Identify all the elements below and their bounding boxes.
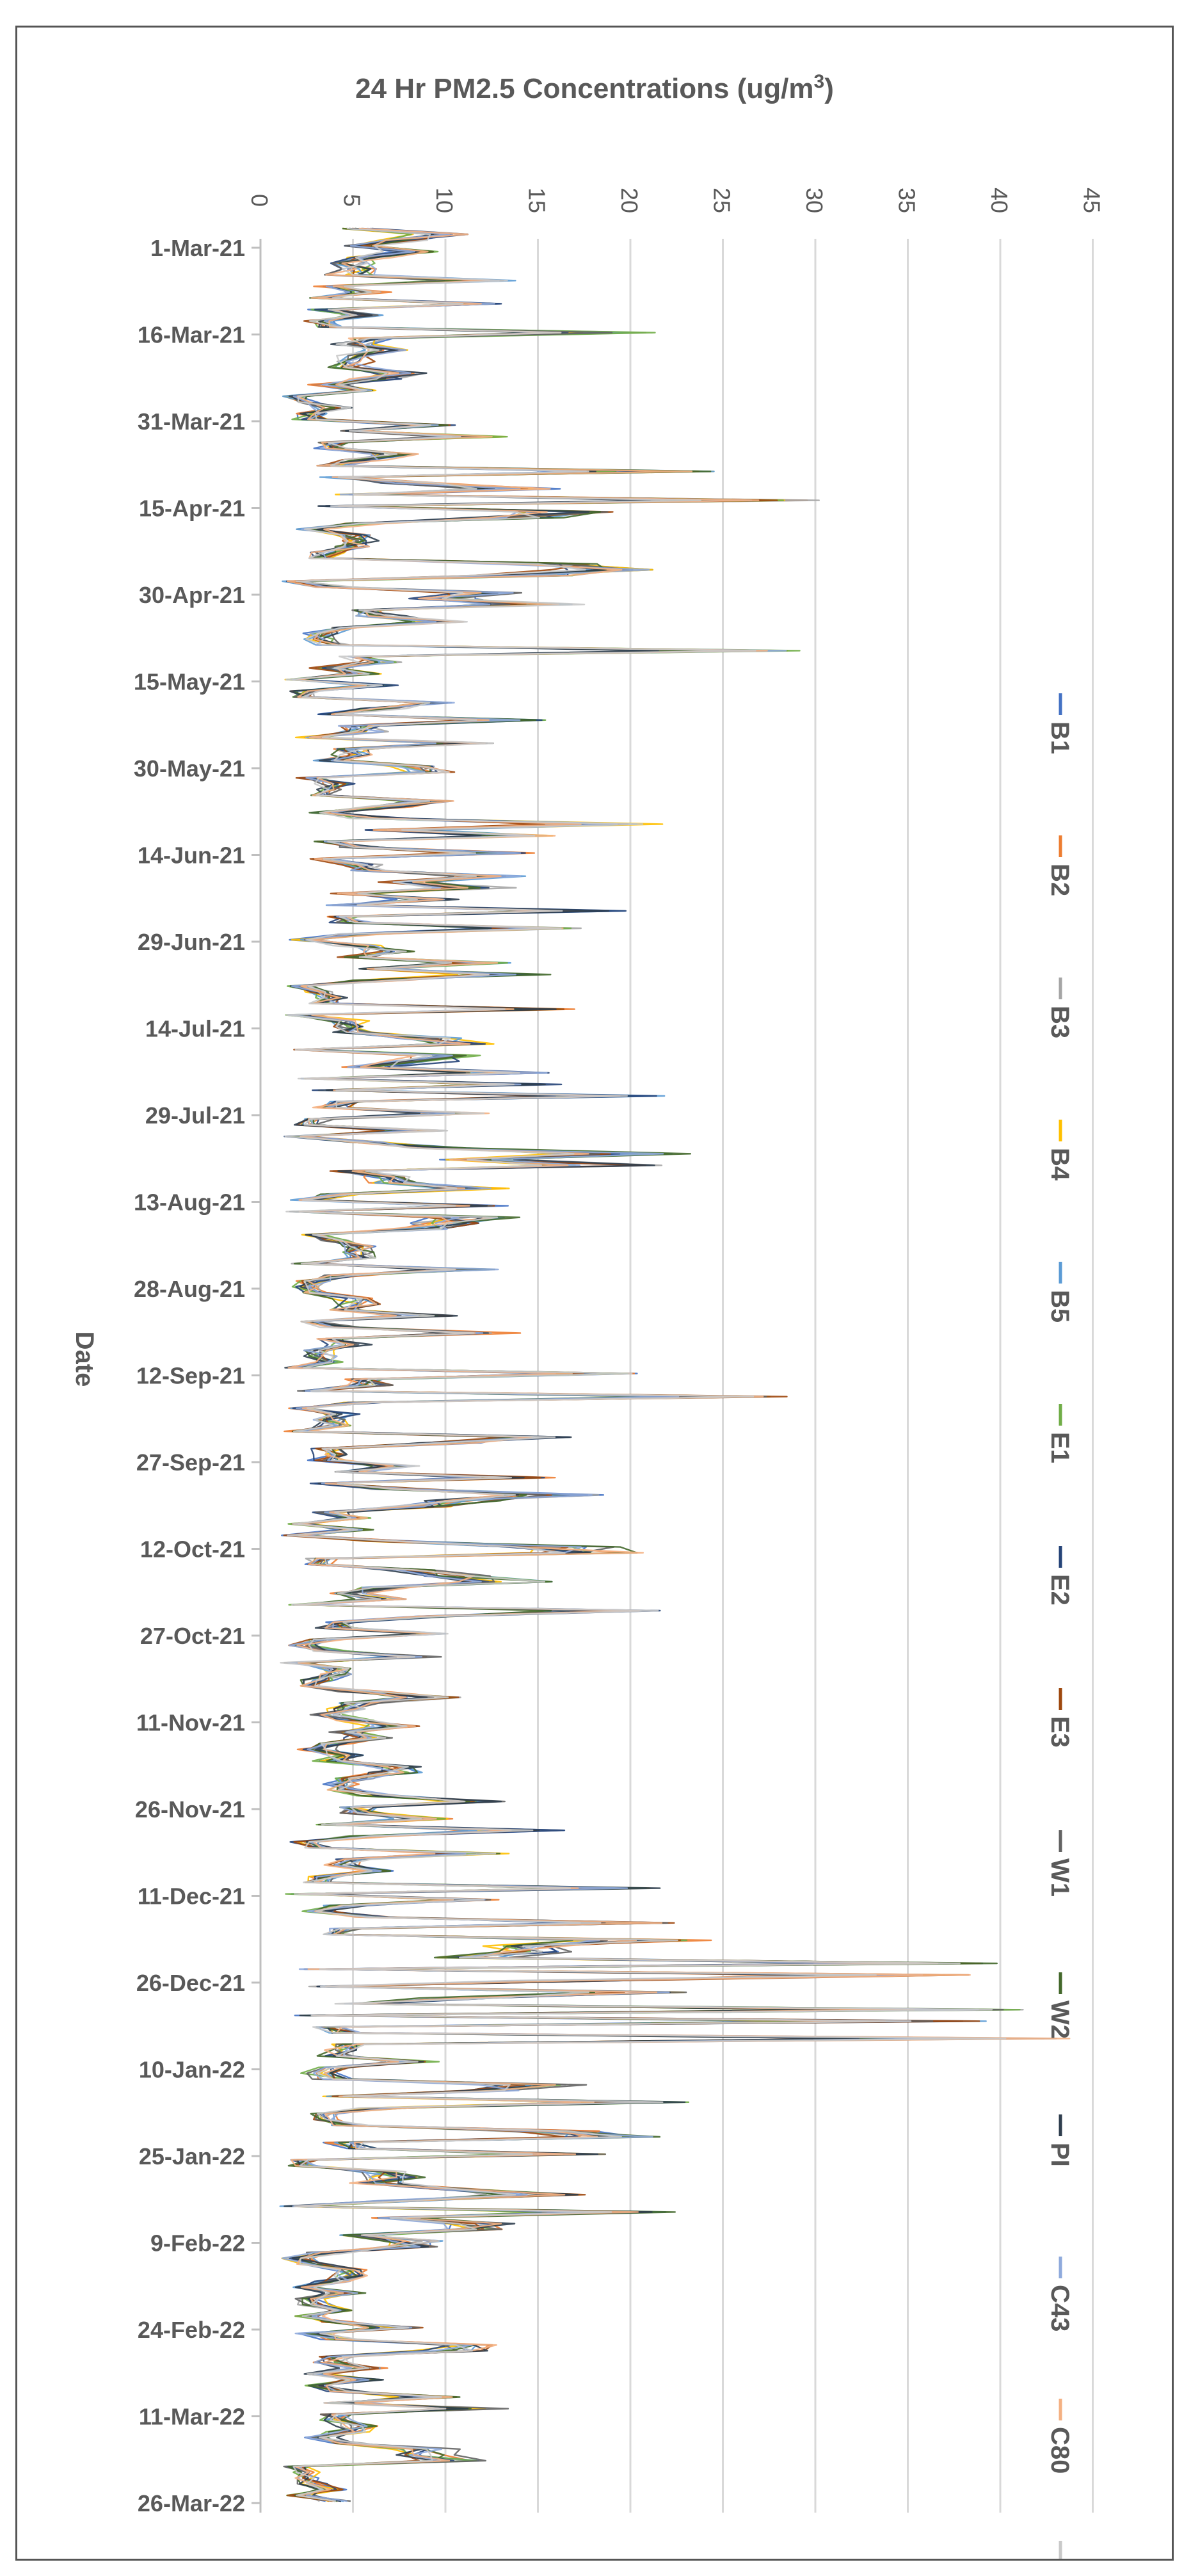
series-line-c323 xyxy=(280,227,1007,2502)
date-tick-label: 13-Aug-21 xyxy=(134,1189,245,1216)
legend-label: B3 xyxy=(1046,1006,1074,1038)
date-tick-label: 27-Oct-21 xyxy=(140,1623,245,1649)
chart-frame: 0 5 10 15 20 25 30 35 40 45 1-Mar-21 16-Mar-21 31-Ma… xyxy=(15,26,1174,2561)
date-tick-label: 25-Jan-22 xyxy=(139,2143,245,2169)
legend-label: E1 xyxy=(1046,1432,1074,1463)
legend-item-b2: B2 xyxy=(1046,835,1074,896)
value-tick-label: 10 xyxy=(431,188,458,213)
date-tick-label: 24-Feb-22 xyxy=(138,2317,245,2343)
legend-label: PI xyxy=(1046,2143,1074,2167)
date-tick-label: 1-Mar-21 xyxy=(150,235,245,261)
legend-item-b3: B3 xyxy=(1046,978,1074,1038)
legend-item-b5: B5 xyxy=(1046,1262,1074,1323)
date-tick-label: 28-Aug-21 xyxy=(134,1276,245,1302)
legend-label: C43 xyxy=(1046,2285,1074,2331)
gridlines xyxy=(352,239,1094,2513)
legend-label: E3 xyxy=(1046,1716,1074,1748)
date-tick-label: 27-Sep-21 xyxy=(136,1449,245,1476)
date-tick-label: 11-Mar-22 xyxy=(139,2404,245,2430)
axes xyxy=(252,239,262,2513)
legend-item-c43: C43 xyxy=(1046,2257,1074,2331)
legend-item-c323: C323 xyxy=(1059,2541,1062,2559)
date-tick-label: 31-Mar-21 xyxy=(138,408,245,435)
value-tick-label: 20 xyxy=(616,188,643,213)
value-tick-label: 35 xyxy=(894,188,920,213)
chart-title-sup: 3 xyxy=(814,71,825,92)
value-tick-label: 5 xyxy=(339,194,365,207)
date-tick-label: 12-Oct-21 xyxy=(140,1536,245,1563)
legend-item-w1: W1 xyxy=(1046,1830,1074,1897)
date-tick-label: 30-May-21 xyxy=(134,755,245,782)
legend-label: B5 xyxy=(1046,1290,1074,1323)
series-lines xyxy=(279,227,1071,2502)
series-line-b5 xyxy=(279,227,1057,2502)
tick-labels: 0 5 10 15 20 25 30 35 40 45 1-Mar-21 16-Mar-21 31-Ma… xyxy=(134,188,1105,2516)
date-tick-label: 15-Apr-21 xyxy=(139,495,245,522)
value-tick-label: 45 xyxy=(1079,188,1105,213)
date-tick-label: 26-Mar-22 xyxy=(138,2490,245,2516)
legend-label: W1 xyxy=(1046,1858,1074,1897)
legend-item-c80: C80 xyxy=(1046,2399,1074,2474)
legend-item-w2: W2 xyxy=(1046,1972,1074,2039)
value-tick-label: 0 xyxy=(246,194,273,207)
date-tick-label: 11-Dec-21 xyxy=(138,1883,245,1910)
date-tick-label: 29-Jul-21 xyxy=(145,1102,245,1129)
date-tick-label: 15-May-21 xyxy=(134,669,245,695)
legend-label: W2 xyxy=(1046,2000,1074,2039)
date-tick-label: 29-Jun-21 xyxy=(138,929,245,955)
value-tick-label: 40 xyxy=(986,188,1012,213)
date-tick-label: 14-Jun-21 xyxy=(138,842,245,869)
date-tick-label: 12-Sep-21 xyxy=(136,1363,245,1389)
date-tick-label: 26-Nov-21 xyxy=(135,1796,245,1823)
date-axis-title: Date xyxy=(70,1332,99,1387)
legend-item-pi: PI xyxy=(1046,2114,1074,2167)
series-line-b1 xyxy=(281,227,1045,2502)
legend-item-e2: E2 xyxy=(1046,1546,1074,1606)
legend-label: B1 xyxy=(1046,721,1074,754)
pm25-line-chart: 0 5 10 15 20 25 30 35 40 45 1-Mar-21 16-Mar-21 31-Ma… xyxy=(70,71,1105,2559)
date-tick-label: 9-Feb-22 xyxy=(150,2230,245,2257)
legend-label: C80 xyxy=(1046,2427,1074,2474)
legend-item-e1: E1 xyxy=(1046,1404,1074,1463)
legend: B1 B2 B3 B4 B5 E1 E2 E3 W1 W2 PI C43 C80 C323 xyxy=(1046,693,1074,2559)
date-tick-label: 26-Dec-21 xyxy=(136,1970,245,1996)
legend-label: B2 xyxy=(1046,864,1074,896)
date-tick-label: 30-Apr-21 xyxy=(139,582,245,608)
legend-label: B4 xyxy=(1046,1148,1074,1181)
date-tick-label: 10-Jan-22 xyxy=(139,2057,245,2083)
chart-title: 24 Hr PM2.5 Concentrations (ug/m3) xyxy=(355,71,834,104)
date-tick-label: 14-Jul-21 xyxy=(145,1016,245,1042)
chart-title-end: ) xyxy=(824,73,834,104)
value-tick-label: 30 xyxy=(801,188,827,213)
legend-item-b1: B1 xyxy=(1046,693,1074,754)
date-tick-label: 16-Mar-21 xyxy=(138,322,245,348)
series-line-b3 xyxy=(284,227,1024,2502)
legend-item-e3: E3 xyxy=(1046,1688,1074,1748)
legend-item-b4: B4 xyxy=(1046,1120,1074,1181)
legend-label: E2 xyxy=(1046,1574,1074,1606)
chart-title-main: 24 Hr PM2.5 Concentrations (ug/m xyxy=(355,73,813,104)
series-line-c80 xyxy=(287,227,1071,2502)
value-tick-label: 15 xyxy=(524,188,550,213)
value-tick-label: 25 xyxy=(709,188,735,213)
date-tick-label: 11-Nov-21 xyxy=(136,1710,245,1736)
